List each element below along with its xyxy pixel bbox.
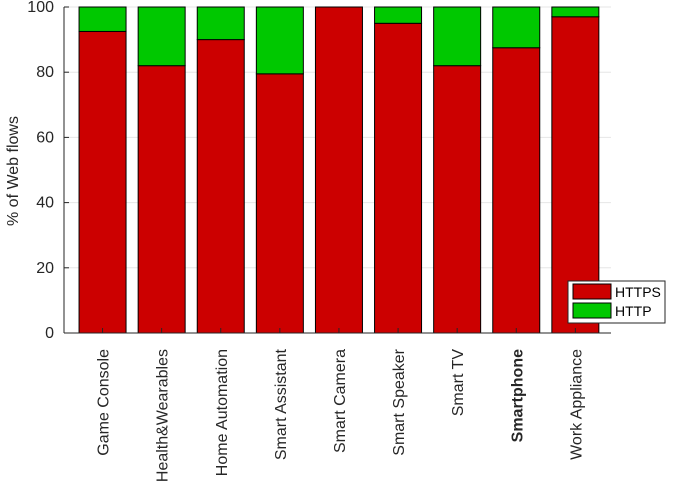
bar-http-health-wearables (137, 6, 186, 67)
y-tick-label: 60 (36, 129, 54, 146)
bar-https-game-console (78, 30, 127, 334)
y-tick-label: 40 (36, 195, 54, 212)
y-tick-label: 0 (45, 325, 54, 342)
bar-https-health-wearables (137, 65, 186, 334)
y-tick-label: 20 (36, 260, 54, 277)
x-tick-label: Smart TV (450, 349, 467, 417)
bar-https-smartphone (492, 47, 541, 334)
y-tick-label: 80 (36, 64, 54, 81)
legend-swatch-https (572, 283, 612, 300)
x-tick-labels: Game Console Health&Wearables Home Automat… (96, 348, 586, 482)
legend-label-https: HTTPS (615, 284, 661, 300)
x-tick-label: Smart Speaker (391, 348, 408, 455)
bar-https-home-automation (196, 39, 245, 334)
bar-https-smart-tv (433, 65, 482, 334)
legend-label-http: HTTP (615, 303, 652, 319)
legend: HTTPS HTTP (567, 280, 666, 324)
bar-http-smart-assistant (255, 6, 304, 75)
bar-http-game-console (78, 6, 127, 32)
y-axis-label: % of Web flows (5, 116, 22, 226)
x-tick-label: Smart Assistant (273, 348, 290, 460)
y-tick-labels: 0 20 40 60 80 100 (27, 0, 54, 342)
bar-http-home-automation (196, 6, 245, 41)
bar-https-smart-camera (314, 6, 363, 334)
axes (63, 6, 611, 334)
bar-http-smartphone (492, 6, 541, 49)
y-tick-label: 100 (27, 0, 54, 16)
bar-http-smart-tv (433, 6, 482, 67)
x-tick-label: Game Console (96, 349, 113, 456)
bar-http-work-appliance (551, 6, 600, 18)
x-tick-label: Smart Camera (332, 349, 349, 453)
bars (78, 6, 600, 334)
x-tick-label: Home Automation (214, 349, 231, 476)
x-tick-label: Health&Wearables (155, 349, 172, 482)
bar-https-smart-assistant (255, 73, 304, 334)
bar-http-smart-speaker (374, 6, 423, 24)
legend-swatch-http (572, 302, 612, 319)
bar-https-smart-speaker (374, 22, 423, 334)
x-tick-label: Work Appliance (568, 349, 585, 460)
x-tick-label: Smartphone (509, 349, 526, 442)
